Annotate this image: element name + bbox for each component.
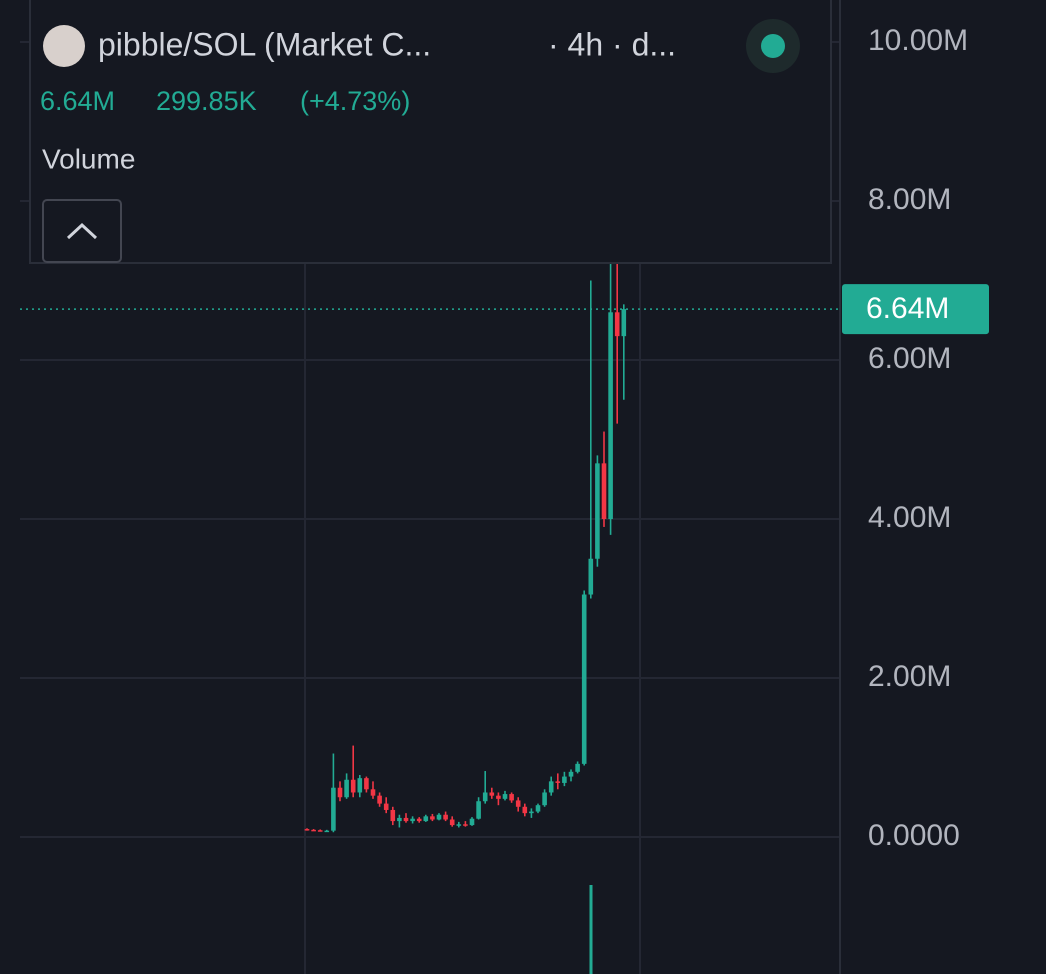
candle-body [364,778,369,790]
candle-body [496,795,501,799]
candle-body [542,792,547,806]
last-price-label: 6.64M [866,292,949,325]
candle-body [489,792,495,796]
candle-body [403,817,409,822]
candle-body [509,794,514,801]
candle-body [568,771,574,777]
candle-body [436,814,442,820]
chevron-icon [66,222,98,240]
candle-body [588,558,594,595]
indicator-label: Volume [42,143,135,174]
candle-body [548,781,554,793]
candle-body [337,787,343,798]
candle-body [311,829,316,832]
candle-body [581,594,587,764]
candle-body [344,779,349,798]
candle-body [383,803,389,810]
candle-body [331,787,336,831]
candle-body [529,811,534,814]
candle-body [522,806,528,814]
y-tick-label: 2.00M [868,660,951,693]
candle-body [482,792,488,802]
candle-body [621,309,627,337]
candle-body [416,818,422,822]
change: 299.85K [156,86,257,116]
collapse-button[interactable] [42,199,122,263]
candle-body [449,819,455,826]
candle-body [304,829,310,831]
candle-body [357,778,363,793]
candle-body [575,763,580,772]
candle-body [456,824,462,826]
y-tick-label: 0.0000 [868,819,960,852]
candle-body [595,463,600,559]
candle-body [601,463,607,519]
candle-body [324,830,330,833]
candle-body [377,795,382,804]
price: 6.64M [40,86,115,116]
y-tick-label: 6.00M [868,342,951,375]
candle-body [562,776,567,783]
candle-body [317,830,323,832]
candle-body [390,809,396,822]
candle-body [350,779,356,793]
chart-title: pibble/SOL (Market C... [98,26,431,62]
candle-body [515,800,521,807]
candle-body [476,801,481,819]
candle-body [463,824,468,826]
candle-body [614,312,620,337]
candle-body [370,789,376,796]
y-tick-label: 4.00M [868,501,951,534]
candle-body [535,805,541,812]
legend-panel [29,0,832,264]
candle-body [430,816,435,820]
candle-body [469,818,475,826]
y-tick-label: 8.00M [868,183,951,216]
candle-body [555,781,561,783]
candle-body [410,818,415,822]
token-logo [43,25,85,67]
candle-body [608,312,613,519]
status-dot [761,34,785,58]
chart-subtitle: · 4h · d... [548,26,676,62]
candle-body [443,814,448,820]
candle-body [502,794,508,799]
change-pct: (+4.73%) [300,86,410,116]
last-price-tag [842,284,989,335]
candle-body [397,817,402,822]
candle-body [423,816,429,822]
y-tick-label: 10.00M [868,24,968,57]
